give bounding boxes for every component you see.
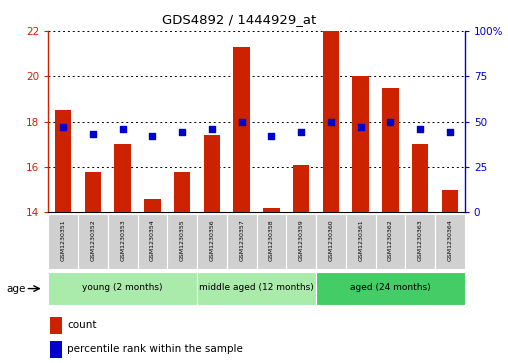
- Bar: [316, 272, 465, 305]
- Text: GSM1230360: GSM1230360: [329, 219, 333, 261]
- Text: GSM1230358: GSM1230358: [269, 219, 274, 261]
- Bar: [435, 213, 465, 269]
- Text: GSM1230364: GSM1230364: [448, 219, 453, 261]
- Bar: [375, 213, 405, 269]
- Bar: [114, 144, 131, 212]
- Bar: [442, 189, 458, 212]
- Point: [89, 131, 97, 137]
- Bar: [382, 87, 399, 212]
- Point: [267, 133, 275, 139]
- Bar: [293, 165, 309, 212]
- Bar: [55, 110, 71, 212]
- Bar: [323, 31, 339, 212]
- Bar: [167, 213, 197, 269]
- Point: [148, 133, 156, 139]
- Bar: [174, 171, 190, 212]
- Bar: [263, 208, 279, 212]
- Text: GDS4892 / 1444929_at: GDS4892 / 1444929_at: [162, 13, 316, 26]
- Text: GSM1230362: GSM1230362: [388, 219, 393, 261]
- Point: [178, 130, 186, 135]
- Text: middle aged (12 months): middle aged (12 months): [199, 284, 314, 292]
- Text: aged (24 months): aged (24 months): [350, 284, 431, 292]
- Bar: [48, 213, 78, 269]
- Bar: [197, 272, 316, 305]
- Text: young (2 months): young (2 months): [82, 284, 163, 292]
- Bar: [316, 213, 346, 269]
- Text: count: count: [67, 320, 97, 330]
- Point: [327, 119, 335, 125]
- Point: [446, 130, 454, 135]
- Bar: [50, 317, 62, 334]
- Text: GSM1230356: GSM1230356: [209, 219, 214, 261]
- Bar: [85, 171, 101, 212]
- Bar: [353, 76, 369, 212]
- Bar: [412, 144, 428, 212]
- Bar: [48, 272, 197, 305]
- Bar: [204, 135, 220, 212]
- Bar: [50, 341, 62, 358]
- Bar: [257, 213, 287, 269]
- Bar: [144, 199, 161, 212]
- Text: GSM1230351: GSM1230351: [60, 219, 66, 261]
- Text: GSM1230363: GSM1230363: [418, 219, 423, 261]
- Text: GSM1230353: GSM1230353: [120, 219, 125, 261]
- Bar: [138, 213, 167, 269]
- Point: [208, 126, 216, 132]
- Bar: [287, 213, 316, 269]
- Bar: [346, 213, 375, 269]
- Text: GSM1230361: GSM1230361: [358, 219, 363, 261]
- Point: [297, 130, 305, 135]
- Point: [118, 126, 126, 132]
- Text: GSM1230355: GSM1230355: [180, 219, 184, 261]
- Point: [357, 124, 365, 130]
- Point: [416, 126, 424, 132]
- Bar: [405, 213, 435, 269]
- Text: GSM1230354: GSM1230354: [150, 219, 155, 261]
- Text: GSM1230352: GSM1230352: [90, 219, 96, 261]
- Bar: [78, 213, 108, 269]
- Bar: [108, 213, 138, 269]
- Text: percentile rank within the sample: percentile rank within the sample: [67, 344, 243, 354]
- Bar: [197, 213, 227, 269]
- Bar: [227, 213, 257, 269]
- Text: GSM1230359: GSM1230359: [299, 219, 304, 261]
- Point: [238, 119, 246, 125]
- Bar: [234, 47, 250, 212]
- Point: [387, 119, 395, 125]
- Point: [59, 124, 67, 130]
- Text: age: age: [6, 284, 25, 294]
- Text: GSM1230357: GSM1230357: [239, 219, 244, 261]
